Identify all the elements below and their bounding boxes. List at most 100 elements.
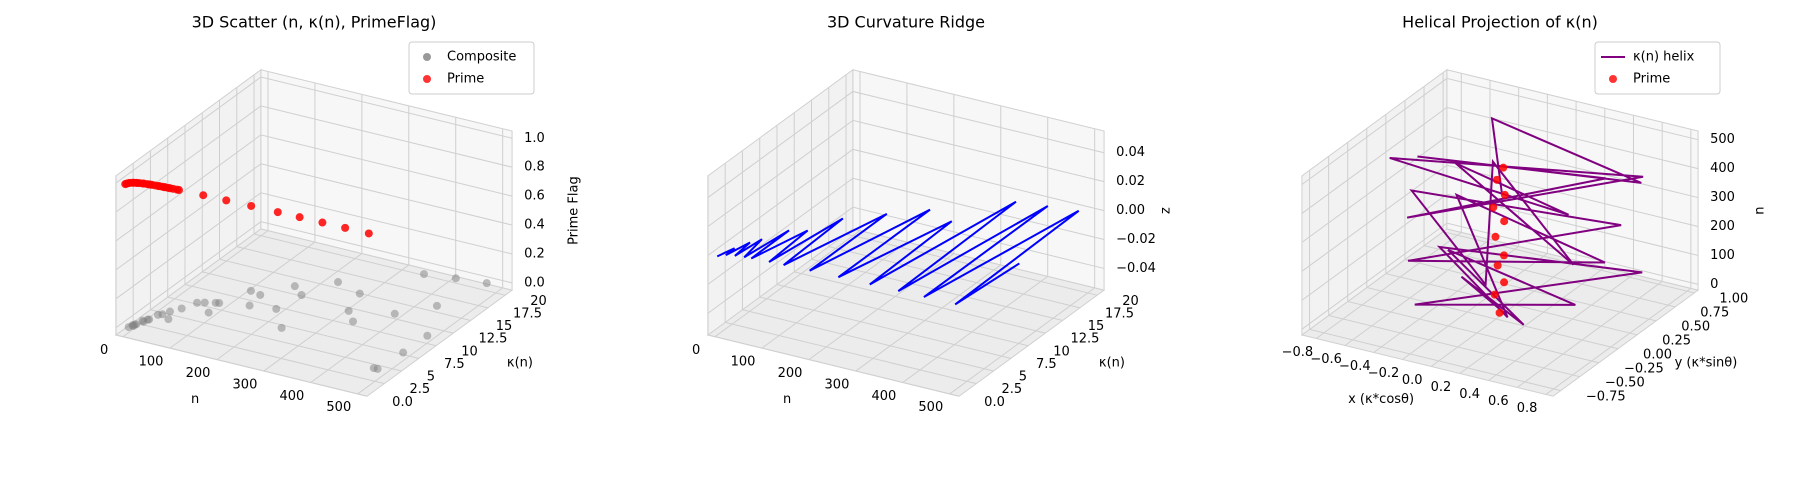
- y-axis-label: y (κ*sinθ): [1675, 355, 1738, 370]
- y-grid-line: [1366, 128, 1619, 350]
- z-tick-label: 1.0: [524, 131, 545, 146]
- y-grid-line: [741, 150, 994, 372]
- y-tick-label: −0.75: [1586, 389, 1626, 404]
- x-grid-line: [1402, 94, 1548, 360]
- x-tick-label: 300: [233, 377, 258, 392]
- z-grid-line: [115, 192, 513, 300]
- chart-title: 3D Curvature Ridge: [827, 13, 985, 32]
- x-tick-label: 0.0: [1402, 373, 1423, 388]
- data-point: [247, 201, 256, 210]
- data-point: [344, 306, 353, 315]
- data-point: [297, 291, 306, 300]
- z-tick-label: 0.8: [524, 160, 545, 175]
- x-tick-label: −0.6: [1310, 352, 1342, 367]
- data-point: [164, 315, 173, 324]
- y-tick-label: 0.0: [984, 395, 1005, 410]
- data-point: [132, 320, 141, 329]
- legend-marker: [1609, 75, 1617, 83]
- data-point: [177, 304, 186, 313]
- y-tick-label: 15: [496, 319, 513, 334]
- x-tick-label: 400: [871, 389, 896, 404]
- z-tick-label: 0: [1710, 277, 1718, 292]
- legend-box: [1594, 41, 1721, 95]
- y-grid-line: [1309, 170, 1561, 392]
- x-tick-label: 500: [918, 400, 943, 415]
- data-point: [334, 278, 343, 287]
- z-tick-label: 0.04: [1116, 145, 1145, 160]
- z-tick-label: 400: [1710, 161, 1735, 176]
- z-grid-line: [1301, 77, 1699, 185]
- z-tick-label: 0.4: [524, 218, 545, 233]
- y-tick-label: 7.5: [444, 357, 465, 372]
- z-grid-line: [707, 90, 1105, 198]
- x-grid-line: [1315, 73, 1462, 339]
- y-grid-line: [1423, 86, 1676, 308]
- y-tick-label: 15: [1088, 319, 1105, 334]
- y-axis-label: κ(n): [507, 355, 533, 370]
- data-point: [399, 348, 408, 357]
- x-tick-label: 0.4: [1459, 387, 1480, 402]
- z-tick-label: 0.2: [524, 246, 545, 261]
- data-point: [295, 213, 304, 222]
- x-tick-label: 200: [778, 366, 803, 381]
- z-grid-line: [707, 148, 1105, 256]
- data-point: [423, 331, 432, 340]
- y-tick-label: 10: [1053, 344, 1070, 359]
- data-point: [1499, 251, 1508, 260]
- pane-back: [260, 69, 513, 291]
- z-tick-label: −0.02: [1116, 232, 1156, 247]
- x-tick-label: 400: [279, 389, 304, 404]
- z-grid-line: [1301, 193, 1699, 301]
- z-grid-line: [707, 206, 1105, 314]
- data-point: [272, 304, 281, 313]
- data-point: [1499, 163, 1508, 172]
- z-tick-label: 0.6: [524, 189, 545, 204]
- data-point: [1489, 203, 1498, 212]
- data-point: [318, 218, 327, 227]
- y-grid-line: [1328, 156, 1580, 378]
- y-tick-label: −0.25: [1624, 361, 1664, 376]
- y-tick-label: 0.00: [1643, 347, 1672, 362]
- legend-label: κ(n) helix: [1633, 50, 1695, 65]
- x-axis-label: n: [783, 392, 791, 407]
- data-point: [158, 310, 167, 319]
- y-tick-label: 0.25: [1662, 333, 1691, 348]
- legend-label: Composite: [447, 50, 516, 65]
- y-tick-label: 12.5: [478, 332, 507, 347]
- z-grid-line: [115, 221, 513, 329]
- data-point: [1492, 175, 1501, 184]
- y-grid-line: [149, 150, 402, 372]
- data-point: [1495, 308, 1504, 317]
- data-line: [1389, 116, 1644, 326]
- z-grid-line: [1301, 135, 1699, 243]
- z-tick-label: 300: [1710, 190, 1735, 205]
- data-point: [165, 307, 174, 316]
- y-tick-label: 17.5: [513, 306, 542, 321]
- z-grid-line: [115, 105, 513, 213]
- z-axis-label: n: [1753, 206, 1768, 214]
- y-grid-line: [724, 163, 977, 385]
- y-grid-line: [1347, 142, 1599, 364]
- chart-title: Helical Projection of κ(n): [1402, 13, 1598, 32]
- y-tick-label: 20: [1122, 294, 1139, 309]
- y-grid-line: [115, 175, 368, 397]
- x-grid-line: [1373, 87, 1520, 353]
- x-grid-line: [1344, 80, 1491, 346]
- x-grid-line: [216, 94, 363, 360]
- x-grid-line: [714, 71, 861, 338]
- y-tick-label: 10: [461, 344, 478, 359]
- y-grid-line: [1404, 100, 1657, 322]
- data-point: [273, 208, 282, 217]
- x-grid-line: [808, 94, 955, 360]
- y-tick-label: 2.5: [1001, 382, 1022, 397]
- x-tick-label: 100: [139, 354, 164, 369]
- data-point: [200, 298, 209, 307]
- y-grid-line: [811, 100, 1063, 321]
- z-grid-line: [115, 163, 513, 271]
- data-point: [1491, 232, 1500, 241]
- z-tick-label: 100: [1710, 248, 1735, 263]
- data-line: [716, 200, 1080, 306]
- x-tick-label: 300: [825, 377, 850, 392]
- z-axis-label: z: [1159, 207, 1174, 214]
